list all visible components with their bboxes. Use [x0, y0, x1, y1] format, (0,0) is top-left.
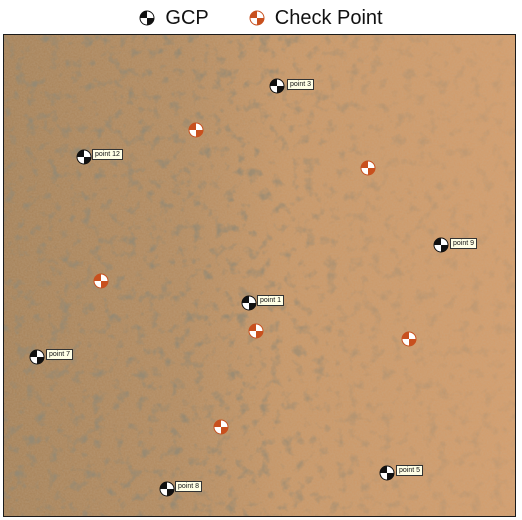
gcp-target-icon	[29, 349, 45, 365]
checkpoint-target-icon	[188, 122, 204, 138]
checkpoint-marker[interactable]	[93, 273, 109, 289]
gcp-label: point 9	[450, 238, 478, 249]
checkpoint-marker[interactable]	[401, 331, 417, 347]
legend-item-checkpoint: Check Point	[249, 7, 383, 30]
map-legend: GCP Check Point	[0, 3, 522, 33]
checkpoint-marker[interactable]	[248, 323, 264, 339]
legend-item-gcp: GCP	[139, 6, 209, 30]
checkpoint-target-icon	[360, 160, 376, 176]
gcp-marker[interactable]	[159, 481, 175, 497]
checkpoint-target-icon	[249, 10, 265, 26]
checkpoint-marker[interactable]	[213, 419, 229, 435]
checkpoint-target-icon	[248, 323, 264, 339]
gcp-marker[interactable]	[76, 149, 92, 165]
gcp-label: point 12	[92, 149, 123, 160]
gcp-target-icon	[433, 237, 449, 253]
checkpoint-marker[interactable]	[360, 160, 376, 176]
checkpoint-target-icon	[401, 331, 417, 347]
gcp-target-icon	[139, 10, 155, 26]
aerial-terrain-image	[4, 35, 515, 516]
checkpoint-marker[interactable]	[188, 122, 204, 138]
gcp-target-icon	[76, 149, 92, 165]
gcp-marker[interactable]	[241, 295, 257, 311]
gcp-marker[interactable]	[29, 349, 45, 365]
aerial-map[interactable]: point 3 point 12 point 9 point 1 point 7	[3, 34, 516, 517]
checkpoint-target-icon	[213, 419, 229, 435]
gcp-label: point 1	[257, 295, 285, 306]
checkpoint-target-icon	[93, 273, 109, 289]
gcp-label: point 7	[46, 349, 74, 360]
gcp-target-icon	[379, 465, 395, 481]
gcp-marker[interactable]	[379, 465, 395, 481]
gcp-label: point 3	[287, 79, 315, 90]
legend-gcp-label: GCP	[165, 6, 209, 29]
gcp-target-icon	[269, 78, 285, 94]
gcp-target-icon	[241, 295, 257, 311]
gcp-marker[interactable]	[433, 237, 449, 253]
legend-checkpoint-label: Check Point	[274, 6, 383, 29]
gcp-label: point 8	[175, 481, 203, 492]
gcp-label: point 5	[396, 465, 424, 476]
gcp-target-icon	[159, 481, 175, 497]
gcp-marker[interactable]	[269, 78, 285, 94]
